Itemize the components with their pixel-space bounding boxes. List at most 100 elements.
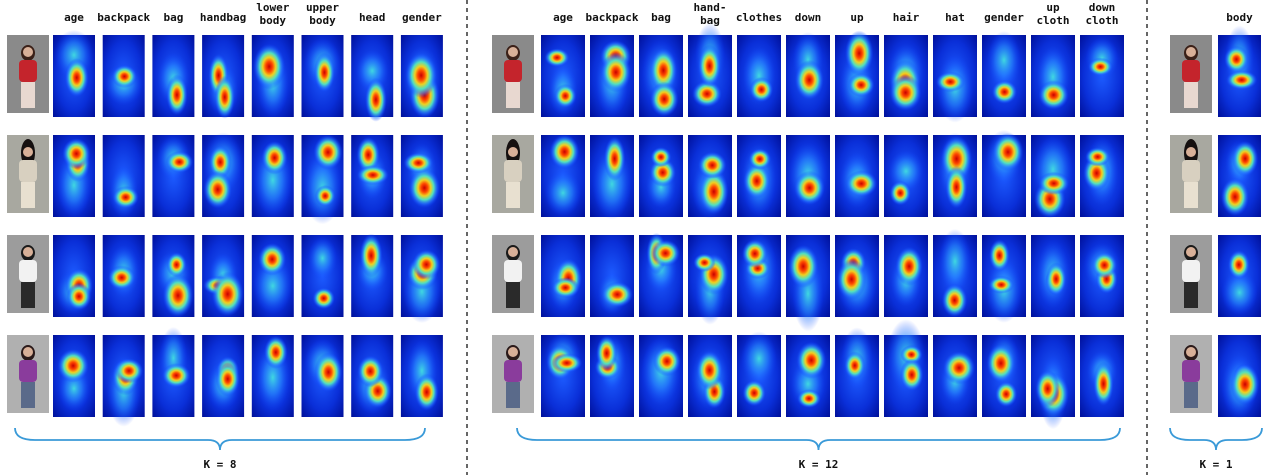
heatmap-blob — [163, 274, 194, 317]
heatmap — [53, 235, 95, 317]
heatmap — [152, 327, 194, 417]
heatmap-blob — [550, 135, 580, 170]
heatmap-blob — [992, 80, 1017, 104]
heatmap-blob — [365, 78, 387, 122]
heatmap — [737, 331, 781, 417]
heatmap-blob — [67, 283, 91, 310]
heatmap-blob — [115, 358, 143, 383]
heatmap — [884, 235, 928, 317]
heatmap-glow — [545, 170, 581, 216]
column-label: hair — [893, 11, 920, 24]
photo-legs — [1184, 82, 1198, 108]
heatmap-blob — [58, 349, 89, 383]
heatmap-blob — [651, 240, 680, 267]
photo-head — [1186, 247, 1196, 257]
photo-shirt — [19, 60, 37, 82]
heatmap-blob — [653, 346, 681, 376]
photo-head — [508, 247, 518, 257]
photo-legs — [506, 382, 520, 408]
pedestrian-photo — [7, 35, 49, 113]
column-label: body — [260, 14, 287, 27]
heatmap-blob — [796, 342, 826, 379]
heatmap-blob — [900, 359, 923, 392]
heatmap-blob — [696, 351, 722, 390]
heatmap — [202, 35, 244, 119]
heatmap-blob — [945, 166, 967, 209]
heatmap — [541, 35, 585, 117]
column-label: body — [309, 14, 336, 27]
column-label: hat — [945, 11, 965, 24]
heatmap-blob — [1046, 262, 1066, 295]
heatmap — [982, 31, 1026, 117]
photo-head — [23, 347, 33, 357]
heatmap-blob — [601, 52, 631, 92]
heatmap-blob — [1093, 362, 1113, 406]
heatmap — [786, 235, 830, 332]
heatmap-blob — [1231, 364, 1260, 405]
heatmap — [103, 135, 145, 218]
heatmap — [302, 335, 344, 417]
heatmap — [1031, 35, 1075, 117]
column-label: backpack — [586, 11, 639, 24]
heatmap — [252, 235, 294, 317]
column-label: age — [64, 11, 84, 24]
heatmap — [590, 135, 634, 220]
photo-shirt — [19, 360, 37, 382]
photo-legs — [21, 82, 35, 108]
heatmap — [351, 335, 393, 417]
heatmap — [688, 135, 732, 219]
heatmap — [982, 235, 1026, 323]
heatmap-blob — [698, 152, 727, 179]
heatmap — [884, 35, 928, 117]
pedestrian-photo — [492, 335, 534, 413]
photo-head — [1186, 147, 1196, 157]
heatmap — [786, 135, 830, 217]
photo-shirt — [504, 260, 522, 282]
column-label: up — [850, 11, 864, 24]
heatmap-blob — [1224, 46, 1248, 73]
heatmap — [541, 135, 585, 217]
heatmap-blob — [942, 284, 967, 317]
heatmap-blob — [314, 53, 335, 93]
heatmap — [1218, 135, 1261, 217]
heatmap — [590, 334, 634, 417]
heatmap-blob — [166, 151, 194, 173]
heatmap — [590, 235, 634, 317]
column-label: bag — [651, 11, 671, 24]
heatmap-blob — [596, 335, 617, 371]
heatmap-blob — [844, 351, 865, 379]
heatmap-blob — [216, 361, 240, 396]
heatmap-blob — [314, 352, 342, 392]
heatmap-blob — [166, 74, 187, 115]
heatmap-blob — [845, 170, 877, 197]
caption: K = 8 — [203, 458, 236, 471]
photo-head — [1186, 47, 1196, 57]
heatmap-blob — [890, 75, 922, 111]
heatmap-blob — [404, 152, 434, 173]
heatmap-blob — [554, 84, 576, 108]
photo-legs — [1184, 282, 1198, 308]
heatmap — [639, 35, 683, 117]
column-label: down — [795, 11, 822, 24]
photo-shirt — [19, 160, 37, 182]
heatmap-blob — [264, 336, 288, 369]
pedestrian-photo — [1170, 235, 1212, 313]
heatmap — [1218, 335, 1261, 419]
column-label: body — [1226, 11, 1253, 24]
heatmap-blob — [788, 245, 818, 288]
heatmap — [933, 35, 977, 123]
pedestrian-photo — [492, 35, 534, 113]
heatmap-blob — [357, 355, 383, 387]
heatmap-blob — [1228, 250, 1250, 279]
heatmap-blob — [698, 45, 721, 88]
photo-legs — [21, 282, 35, 308]
heatmap — [401, 335, 443, 417]
heatmap-blob — [993, 133, 1024, 171]
heatmap — [639, 335, 683, 417]
column-label: hand- — [693, 1, 726, 14]
heatmap — [252, 335, 294, 417]
photo-legs — [21, 182, 35, 208]
heatmap — [1031, 335, 1075, 429]
column-label: down — [1089, 1, 1116, 14]
heatmap-blob — [987, 344, 1016, 383]
